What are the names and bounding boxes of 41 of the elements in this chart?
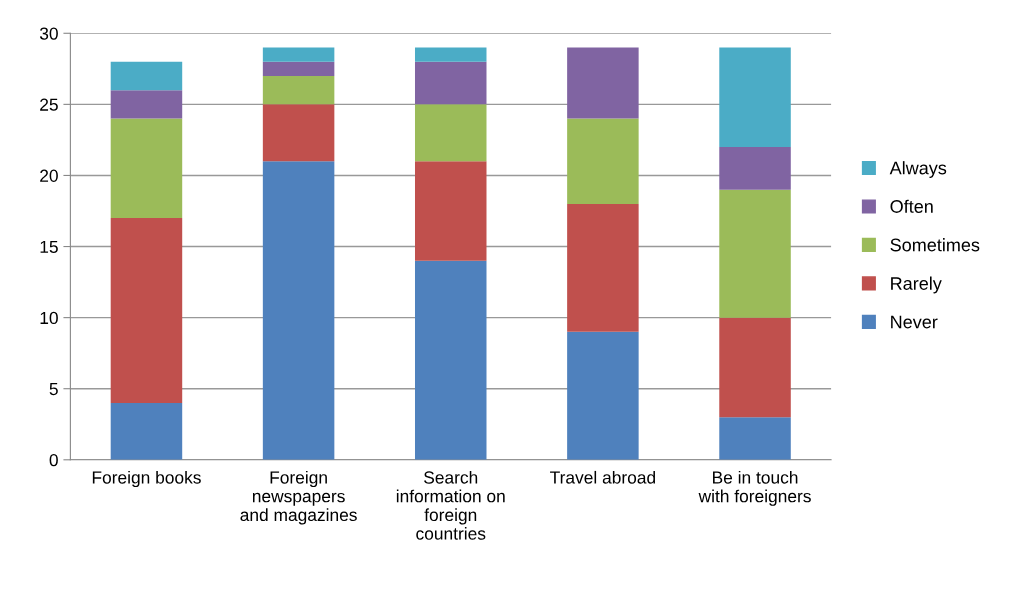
bar [262, 161, 335, 460]
legend-label: Never [891, 315, 938, 329]
y-tick-label: 5 [49, 383, 58, 396]
bar [567, 118, 639, 204]
bar [414, 47, 487, 62]
y-tick-label: 25 [40, 98, 58, 111]
legend-label: Rarely [891, 276, 942, 294]
x-tick-label: Search information on foreign countries [396, 470, 505, 540]
bar [567, 203, 639, 332]
bar [719, 147, 791, 190]
bar [414, 61, 487, 105]
legend-label: Often [890, 199, 933, 213]
bar [719, 317, 791, 418]
bar [414, 161, 487, 261]
y-tick-label: 20 [40, 169, 58, 182]
bar [719, 189, 791, 318]
bar [567, 47, 639, 119]
y-tick-label: 15 [40, 240, 58, 253]
bar [262, 61, 335, 76]
y-tick-label: 30 [39, 27, 58, 40]
x-tick-label: Foreign books [92, 470, 201, 488]
bar [567, 331, 639, 460]
bar [110, 90, 183, 119]
x-tick-label: Be in touch with foreigners [698, 470, 811, 506]
bar [110, 61, 183, 91]
bar [110, 402, 183, 460]
x-tick-label: Travel abroad [550, 470, 656, 484]
legend-label: Always [889, 161, 947, 178]
bar [262, 75, 335, 105]
bar [719, 417, 791, 460]
y-tick-label: 10 [40, 311, 58, 325]
y-tick-label: 0 [49, 453, 58, 467]
bar [414, 104, 487, 162]
legend-label: Sometimes [890, 238, 980, 252]
bar [414, 260, 487, 460]
x-tick-label: Foreign newspapers and magazines [240, 470, 357, 525]
bar [719, 47, 791, 148]
bar [262, 104, 335, 162]
bar [110, 118, 183, 219]
bar [262, 47, 335, 62]
bar [110, 218, 183, 403]
